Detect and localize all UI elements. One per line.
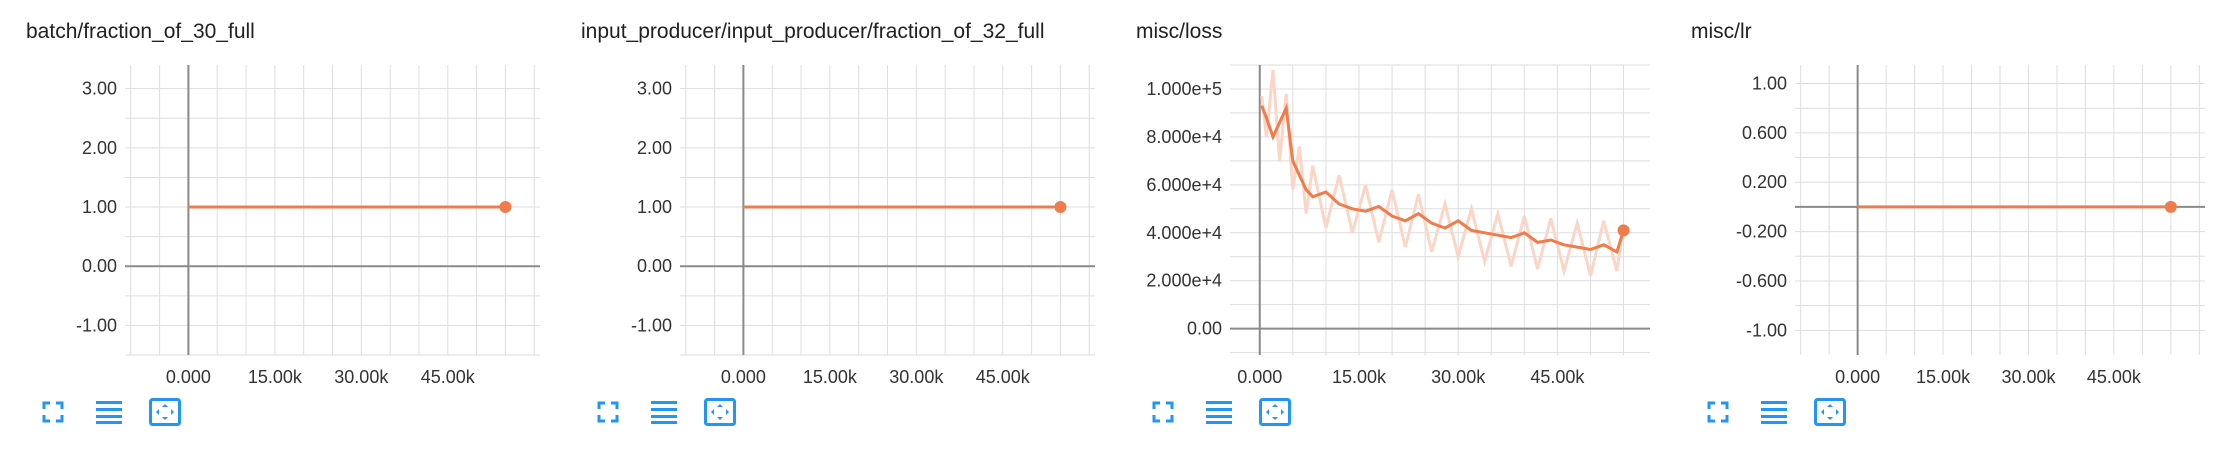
- fit-domain-icon: [704, 398, 736, 426]
- y-tick-label: 1.00: [1752, 74, 1787, 94]
- fit-domain-icon: [1259, 398, 1291, 426]
- x-tick-label: 0.000: [721, 367, 766, 387]
- y-tick-label: 1.000e+5: [1146, 79, 1222, 99]
- y-tick-label: 2.00: [637, 138, 672, 158]
- chart-title: batch/fraction_of_30_full: [26, 20, 255, 43]
- chart-title: misc/lr: [1691, 20, 1752, 43]
- y-tick-label: 0.00: [1187, 319, 1222, 339]
- toggle-log-scale-icon: [651, 401, 677, 424]
- chart-plot[interactable]: 3.00 2.00 1.00 0.00 -1.00 0.000 15.00k 30.00k 45…: [555, 0, 1100, 390]
- y-tick-label: 3.00: [82, 79, 117, 99]
- series-end-point: [1054, 201, 1067, 214]
- y-tick-label: 3.00: [637, 79, 672, 99]
- fit-domain-button[interactable]: [703, 395, 737, 429]
- chart-card-misc-loss: misc/loss 1.000e+5 8.000e+4 6.000e+4 4.000e…: [1110, 0, 1655, 452]
- series-line-raw: [1260, 69, 1625, 277]
- toggle-log-scale-button[interactable]: [1757, 395, 1791, 429]
- x-tick-label: 15.00k: [1916, 367, 1971, 387]
- x-tick-label: 0.000: [1237, 367, 1282, 387]
- series-line: [1260, 102, 1625, 255]
- fit-domain-icon: [1814, 398, 1846, 426]
- x-tick-label: 45.00k: [1530, 367, 1585, 387]
- toggle-log-scale-icon: [1761, 401, 1787, 424]
- y-tick-label: 8.000e+4: [1146, 127, 1222, 147]
- chart-title: misc/loss: [1136, 20, 1223, 43]
- fullscreen-button[interactable]: [1146, 395, 1180, 429]
- fullscreen-button[interactable]: [1701, 395, 1735, 429]
- fullscreen-button[interactable]: [591, 395, 625, 429]
- chart-card-misc-lr: misc/lr 1.00 0.600 0.200 -0.200 -0.600 -1.00 0…: [1665, 0, 2210, 452]
- fit-domain-button[interactable]: [1258, 395, 1292, 429]
- chart-card-batch-fraction: batch/fraction_of_30_full 3.00 2.00 1.00 0.…: [0, 0, 545, 452]
- chart-toolbar: [591, 394, 737, 430]
- toggle-log-scale-icon: [96, 401, 122, 424]
- y-tick-label: -1.00: [76, 315, 117, 335]
- toggle-log-scale-icon: [1206, 401, 1232, 424]
- x-tick-label: 15.00k: [248, 367, 303, 387]
- chart-toolbar: [1701, 394, 1847, 430]
- x-tick-label: 30.00k: [334, 367, 389, 387]
- y-tick-label: 2.000e+4: [1146, 271, 1222, 291]
- y-tick-label: -1.00: [1746, 320, 1787, 340]
- y-tick-label: 0.00: [637, 256, 672, 276]
- y-tick-label: 1.00: [82, 197, 117, 217]
- chart-toolbar: [1146, 394, 1292, 430]
- fit-domain-button[interactable]: [148, 395, 182, 429]
- y-tick-label: 1.00: [637, 197, 672, 217]
- chart-card-input-producer-fraction: input_producer/input_producer/fraction_o…: [555, 0, 1100, 452]
- chart-plot[interactable]: 3.00 2.00 1.00 0.00 -1.00 0.000 15.00k 30.00k 45…: [0, 0, 545, 390]
- x-tick-label: 30.00k: [1431, 367, 1486, 387]
- fullscreen-icon: [597, 401, 619, 423]
- fullscreen-icon: [1707, 401, 1729, 423]
- fullscreen-icon: [1152, 401, 1174, 423]
- x-tick-label: 15.00k: [1332, 367, 1387, 387]
- x-tick-label: 30.00k: [2001, 367, 2056, 387]
- toggle-log-scale-button[interactable]: [1202, 395, 1236, 429]
- series-end-point: [2164, 200, 2177, 213]
- y-tick-label: 0.600: [1742, 123, 1787, 143]
- y-tick-label: 6.000e+4: [1146, 175, 1222, 195]
- x-tick-label: 45.00k: [976, 367, 1031, 387]
- y-tick-label: -0.200: [1736, 222, 1787, 242]
- chart-title: input_producer/input_producer/fraction_o…: [581, 20, 1045, 43]
- x-tick-label: 30.00k: [889, 367, 944, 387]
- y-tick-label: -1.00: [631, 315, 672, 335]
- chart-toolbar: [36, 394, 182, 430]
- toggle-log-scale-button[interactable]: [647, 395, 681, 429]
- series-end-point: [1617, 224, 1630, 237]
- x-tick-label: 15.00k: [803, 367, 858, 387]
- x-tick-label: 45.00k: [421, 367, 476, 387]
- chart-plot[interactable]: 1.00 0.600 0.200 -0.200 -0.600 -1.00 0.000 15.0…: [1665, 0, 2210, 390]
- fullscreen-icon: [42, 401, 64, 423]
- toggle-log-scale-button[interactable]: [92, 395, 126, 429]
- y-tick-label: 4.000e+4: [1146, 223, 1222, 243]
- x-tick-label: 0.000: [1835, 367, 1880, 387]
- x-tick-label: 45.00k: [2087, 367, 2142, 387]
- fullscreen-button[interactable]: [36, 395, 70, 429]
- fit-domain-icon: [149, 398, 181, 426]
- fit-domain-button[interactable]: [1813, 395, 1847, 429]
- chart-plot[interactable]: 1.000e+5 8.000e+4 6.000e+4 4.000e+4 2.000e+4…: [1110, 0, 1655, 390]
- y-tick-label: 0.200: [1742, 172, 1787, 192]
- y-tick-label: 0.00: [82, 256, 117, 276]
- y-tick-label: -0.600: [1736, 271, 1787, 291]
- y-tick-label: 2.00: [82, 138, 117, 158]
- x-tick-label: 0.000: [166, 367, 211, 387]
- series-end-point: [499, 201, 512, 214]
